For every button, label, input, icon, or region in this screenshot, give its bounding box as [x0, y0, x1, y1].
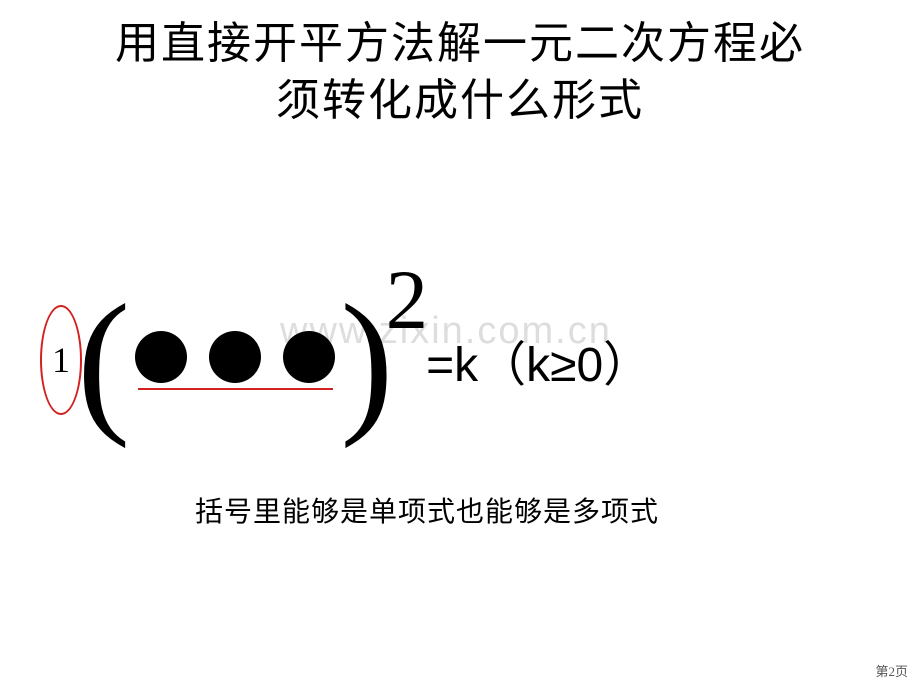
coefficient-ellipse: 1 [40, 305, 82, 415]
rhs-text: =k（k≥0） [426, 325, 651, 395]
left-paren: ( [77, 280, 130, 440]
dot-2 [209, 331, 261, 383]
title-line-1: 用直接开平方法解一元二次方程必 [0, 15, 920, 72]
red-underline [138, 388, 333, 390]
page-title: 用直接开平方法解一元二次方程必 须转化成什么形式 [0, 0, 920, 129]
page-number: 第2页 [875, 661, 908, 680]
formula: 1 ( ) 2 =k（k≥0） [40, 280, 651, 440]
dot-3 [283, 331, 335, 383]
dot-1 [135, 331, 187, 383]
ellipsis-dots [135, 331, 335, 383]
caption-text: 括号里能够是单项式也能够是多项式 [195, 490, 659, 530]
title-line-2: 须转化成什么形式 [0, 72, 920, 129]
coefficient-value: 1 [52, 339, 70, 381]
exponent: 2 [386, 251, 429, 349]
dots-wrapper [135, 331, 335, 390]
